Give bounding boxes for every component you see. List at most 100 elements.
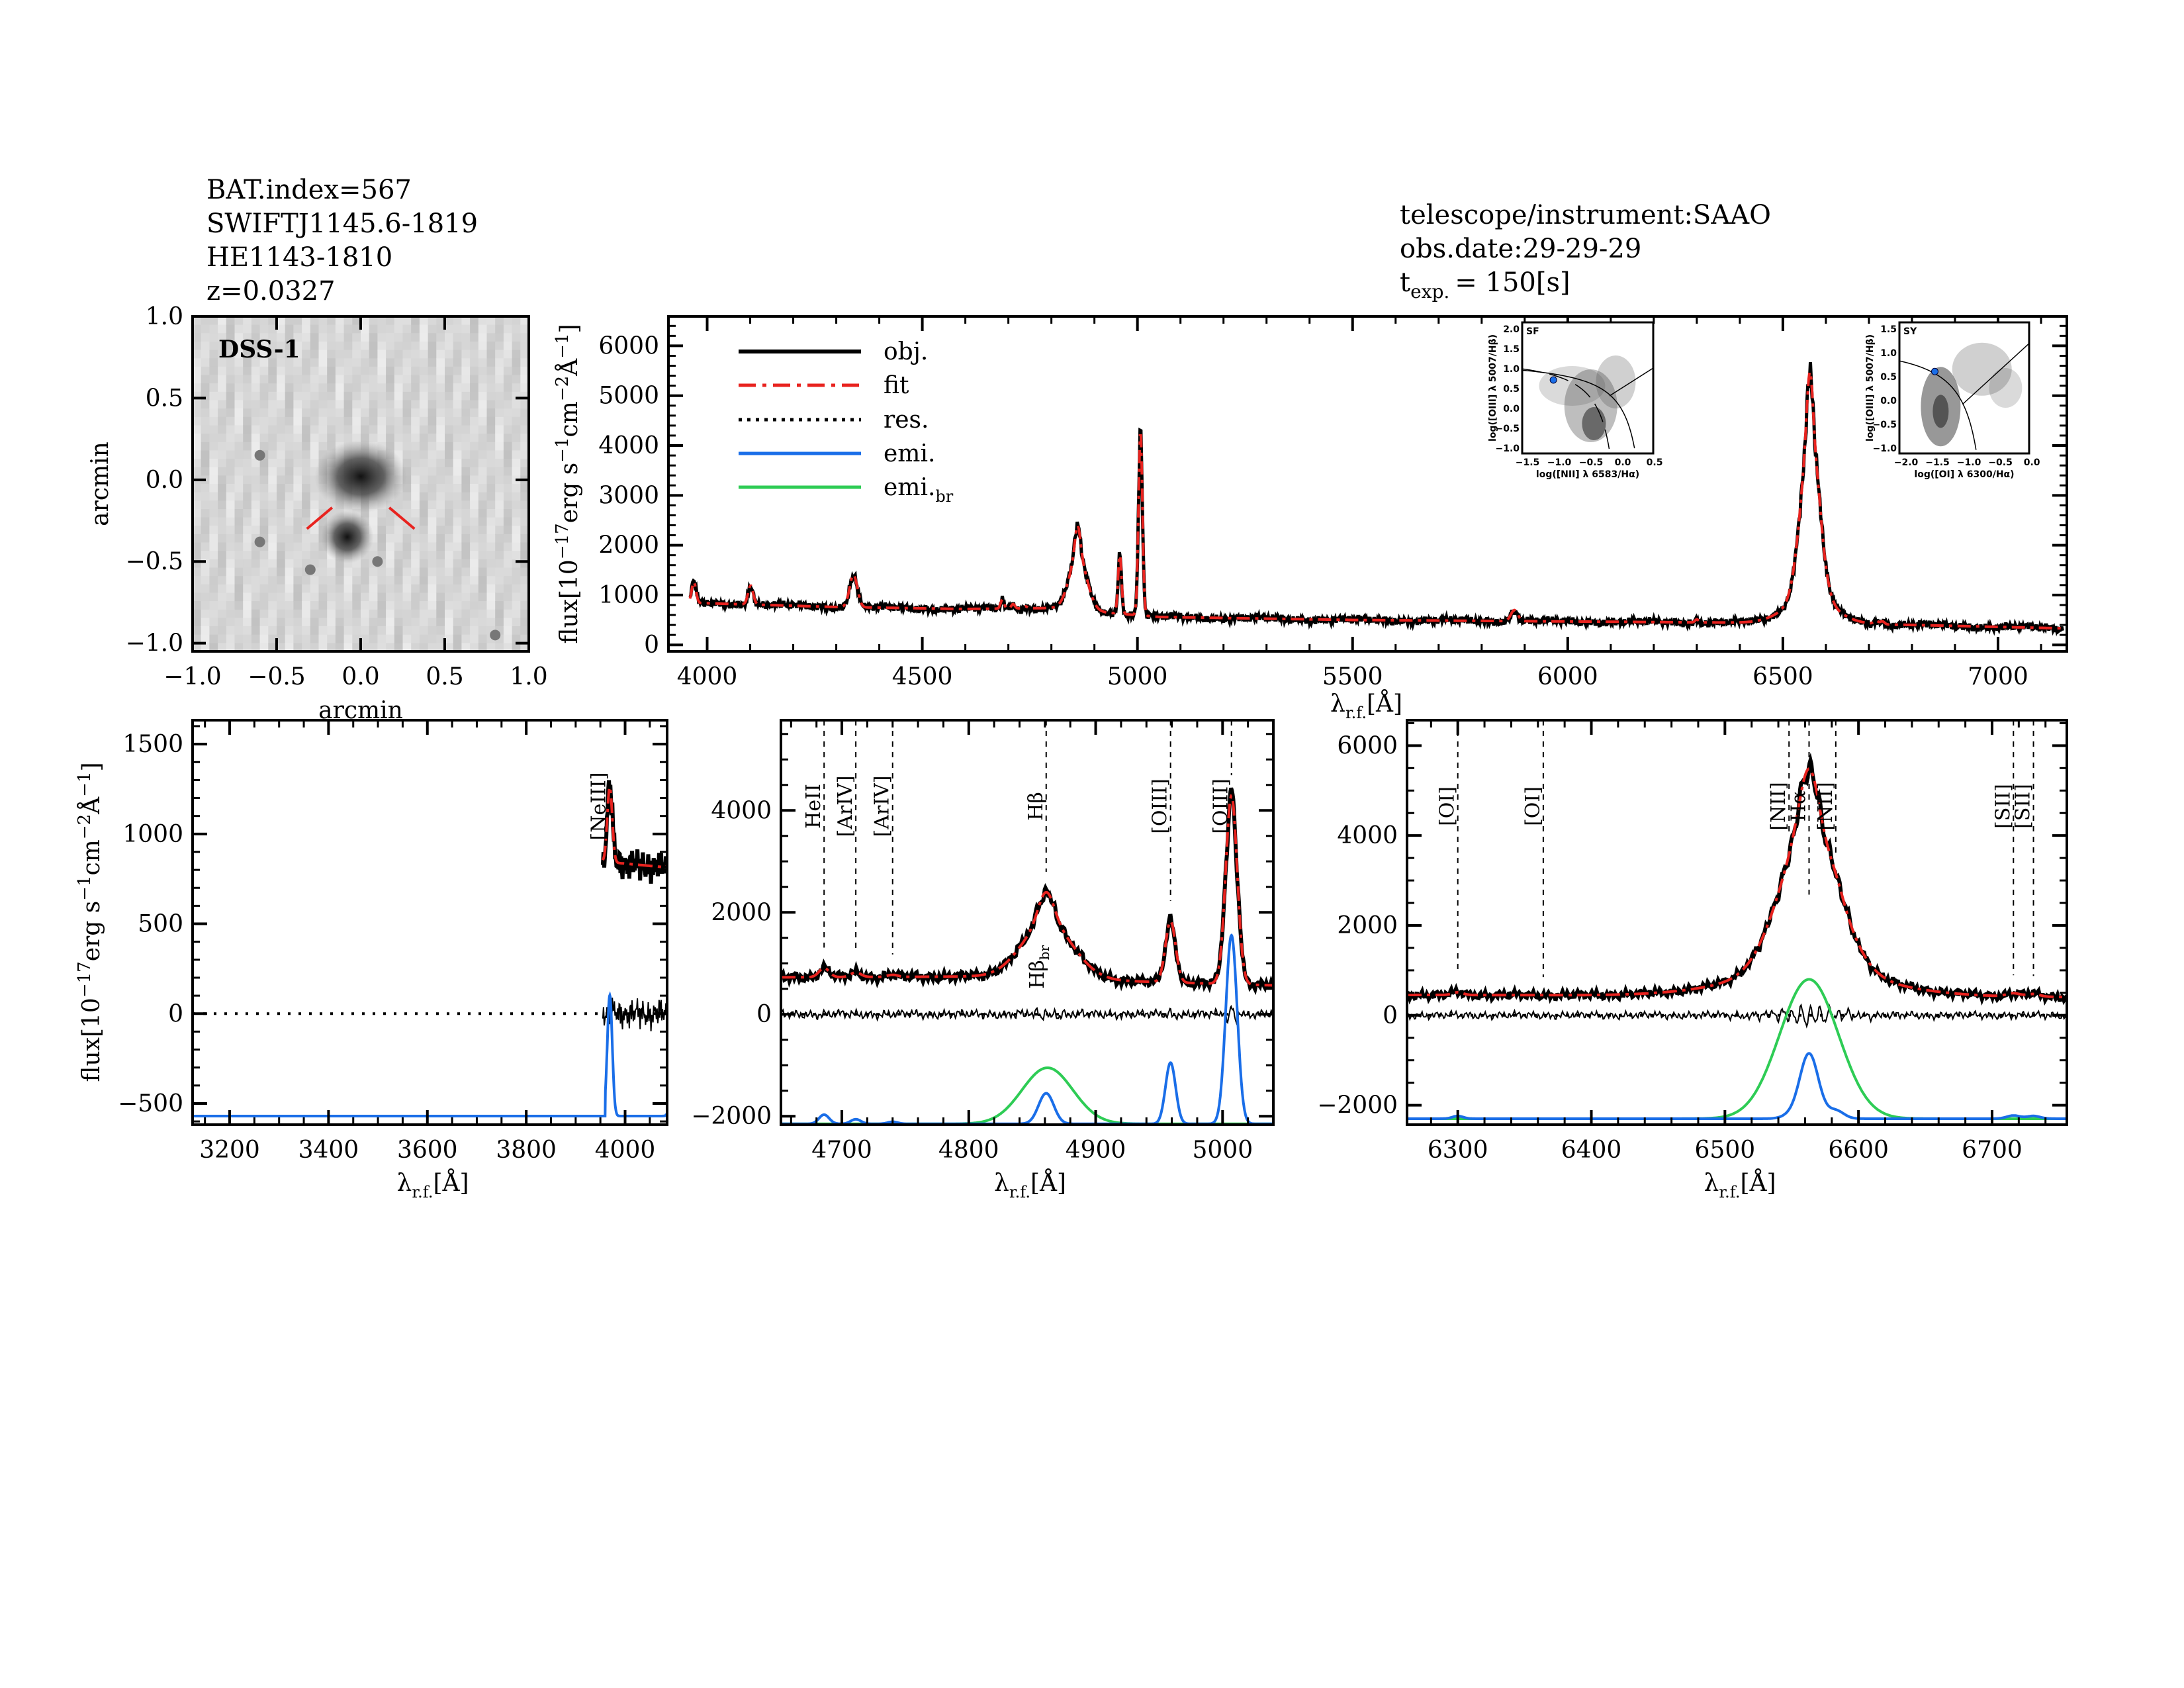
image-pixel: [411, 500, 420, 510]
image-pixel: [218, 391, 227, 401]
xlabel-unit: [Å]: [1030, 1169, 1066, 1197]
image-pixel: [193, 375, 202, 384]
image-pixel: [285, 542, 294, 551]
image-pixel: [218, 450, 227, 459]
image-pixel: [377, 534, 387, 543]
inset-y-tick-label: 1.5: [1503, 344, 1520, 355]
image-pixel: [419, 551, 429, 560]
image-pixel: [461, 375, 471, 384]
image-pixel: [377, 601, 387, 610]
x-tick-label: 1.0: [510, 663, 547, 690]
image-pixel: [335, 567, 345, 577]
image-pixel: [402, 601, 412, 610]
image-pixel: [201, 634, 210, 643]
xlabel-sub: r.f.: [1719, 1183, 1740, 1201]
image-pixel: [277, 609, 286, 619]
image-pixel: [268, 400, 277, 409]
image-pixel: [277, 442, 286, 451]
image-pixel: [386, 534, 395, 543]
image-pixel: [193, 434, 202, 443]
image-pixel: [234, 416, 244, 426]
image-pixel: [394, 526, 404, 535]
image-pixel: [226, 333, 236, 342]
image-pixel: [209, 316, 218, 326]
image-pixel: [209, 350, 218, 359]
image-pixel: [436, 416, 445, 426]
image-pixel: [327, 592, 336, 602]
image-pixel: [268, 358, 277, 367]
image-pixel: [428, 517, 437, 526]
image-pixel: [512, 584, 521, 594]
image-pixel: [436, 526, 445, 535]
image-pixel: [445, 609, 454, 619]
y-tick-label: 2000: [1337, 912, 1398, 939]
image-pixel: [259, 643, 269, 651]
image-pixel: [327, 576, 336, 585]
image-pixel: [310, 342, 320, 351]
image-pixel: [277, 333, 286, 342]
image-pixel: [520, 383, 529, 393]
image-pixel: [503, 316, 513, 326]
image-pixel: [209, 375, 218, 384]
image-pixel: [310, 425, 320, 434]
image-pixel: [302, 626, 311, 635]
image-pixel: [310, 375, 320, 384]
image-pixel: [352, 425, 361, 434]
image-pixel: [335, 383, 345, 393]
image-pixel: [411, 559, 420, 569]
image-pixel: [470, 316, 479, 326]
image-pixel: [486, 517, 496, 526]
image-pixel: [495, 400, 504, 409]
image-pixel: [234, 484, 244, 493]
xlabel-unit: [Å]: [1740, 1169, 1776, 1197]
image-pixel: [234, 492, 244, 501]
image-pixel: [352, 634, 361, 643]
image-pixel: [193, 609, 202, 619]
image-pixel: [234, 366, 244, 376]
image-pixel: [361, 634, 370, 643]
image-pixel: [218, 366, 227, 376]
image-pixel: [234, 584, 244, 594]
image-pixel: [209, 434, 218, 443]
image-pixel: [495, 333, 504, 342]
image-pixel: [411, 634, 420, 643]
image-pixel: [318, 626, 328, 635]
image-pixel: [352, 358, 361, 367]
image-pixel: [259, 484, 269, 493]
image-pixel: [259, 383, 269, 393]
target-marker: [388, 506, 416, 530]
image-pixel: [268, 484, 277, 493]
image-pixel: [201, 350, 210, 359]
image-pixel: [453, 592, 462, 602]
image-pixel: [318, 592, 328, 602]
image-pixel: [251, 391, 261, 401]
image-pixel: [461, 366, 471, 376]
image-pixel: [461, 383, 471, 393]
image-pixel: [453, 442, 462, 451]
image-pixel: [411, 643, 420, 651]
image-pixel: [436, 333, 445, 342]
image-pixel: [234, 450, 244, 459]
image-pixel: [386, 526, 395, 535]
image-pixel: [293, 324, 302, 334]
image-pixel: [470, 442, 479, 451]
image-pixel: [402, 383, 412, 393]
image-pixel: [293, 350, 302, 359]
image-pixel: [402, 567, 412, 577]
image-pixel: [486, 375, 496, 384]
image-pixel: [310, 500, 320, 510]
y-tick-label: 2000: [711, 899, 772, 926]
image-pixel: [520, 442, 529, 451]
image-pixel: [445, 559, 454, 569]
image-pixel: [453, 375, 462, 384]
panel-curves: [193, 780, 667, 1117]
image-pixel: [445, 567, 454, 577]
image-pixel: [470, 467, 479, 476]
image-pixel: [259, 366, 269, 376]
y-tick-label: 6000: [598, 332, 659, 359]
image-pixel: [193, 567, 202, 577]
image-pixel: [361, 626, 370, 635]
image-pixel: [478, 342, 488, 351]
image-pixel: [226, 492, 236, 501]
image-pixel: [193, 425, 202, 434]
